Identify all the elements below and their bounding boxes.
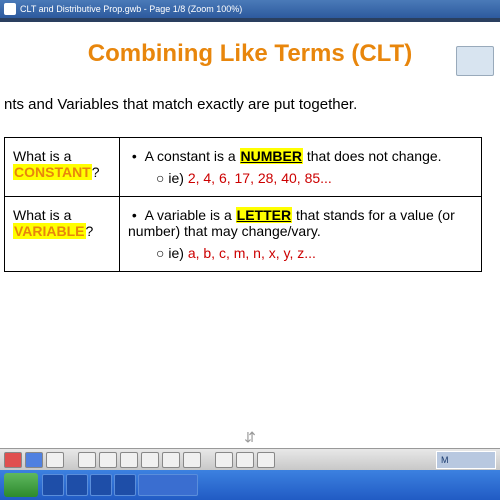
toolbar-button[interactable] (78, 452, 96, 468)
page-title: Combining Like Terms (CLT) (0, 40, 500, 68)
keyword-letter: LETTER (236, 207, 292, 223)
toolbar-button[interactable] (257, 452, 275, 468)
toolbar-button[interactable] (99, 452, 117, 468)
titlebar-text: CLT and Distributive Prop.gwb - Page 1/8… (20, 4, 242, 14)
toolbar-button[interactable] (236, 452, 254, 468)
taskbar-item[interactable] (42, 474, 64, 496)
table-row: What is a VARIABLE? • A variable is a LE… (5, 197, 482, 272)
page-subtitle: nts and Variables that match exactly are… (0, 96, 500, 113)
definition-line: • A constant is a NUMBER that does not c… (128, 148, 473, 164)
document-page: Combining Like Terms (CLT) nts and Varia… (0, 22, 500, 452)
app-icon (4, 3, 16, 15)
toolbar-button[interactable] (162, 452, 180, 468)
definitions-table: What is a CONSTANT? • A constant is a NU… (4, 137, 482, 272)
toolbar-button[interactable] (183, 452, 201, 468)
window-control-panel[interactable] (456, 46, 494, 76)
toolbar-button[interactable] (215, 452, 233, 468)
toolbar-button[interactable] (4, 452, 22, 468)
taskbar-item[interactable] (66, 474, 88, 496)
question-cell: What is a VARIABLE? (5, 197, 120, 272)
question-prefix: What is a (13, 207, 71, 223)
question-prefix: What is a (13, 148, 71, 164)
toolbar-tray: M (436, 451, 496, 469)
scroll-indicator-icon[interactable]: ⇵ (244, 429, 256, 446)
app-toolbar: M (0, 448, 500, 470)
toolbar-button[interactable] (120, 452, 138, 468)
example-line: ○ ie) 2, 4, 6, 17, 28, 40, 85... (156, 170, 473, 186)
taskbar-item[interactable] (90, 474, 112, 496)
table-row: What is a CONSTANT? • A constant is a NU… (5, 138, 482, 197)
keyword-number: NUMBER (240, 148, 303, 164)
window-titlebar: CLT and Distributive Prop.gwb - Page 1/8… (0, 0, 500, 18)
taskbar-item[interactable] (138, 474, 198, 496)
definition-line: • A variable is a LETTER that stands for… (128, 207, 473, 239)
answer-cell: • A variable is a LETTER that stands for… (120, 197, 482, 272)
taskbar-item[interactable] (114, 474, 136, 496)
answer-cell: • A constant is a NUMBER that does not c… (120, 138, 482, 197)
toolbar-button[interactable] (46, 452, 64, 468)
term-variable: VARIABLE (13, 223, 86, 239)
toolbar-button[interactable] (25, 452, 43, 468)
tray-text: M (441, 455, 449, 465)
toolbar-button[interactable] (141, 452, 159, 468)
example-values: a, b, c, m, n, x, y, z... (188, 245, 316, 261)
term-constant: CONSTANT (13, 164, 92, 180)
start-button[interactable] (4, 473, 38, 497)
example-values: 2, 4, 6, 17, 28, 40, 85... (188, 170, 332, 186)
windows-taskbar (0, 470, 500, 500)
example-line: ○ ie) a, b, c, m, n, x, y, z... (156, 245, 473, 261)
question-cell: What is a CONSTANT? (5, 138, 120, 197)
